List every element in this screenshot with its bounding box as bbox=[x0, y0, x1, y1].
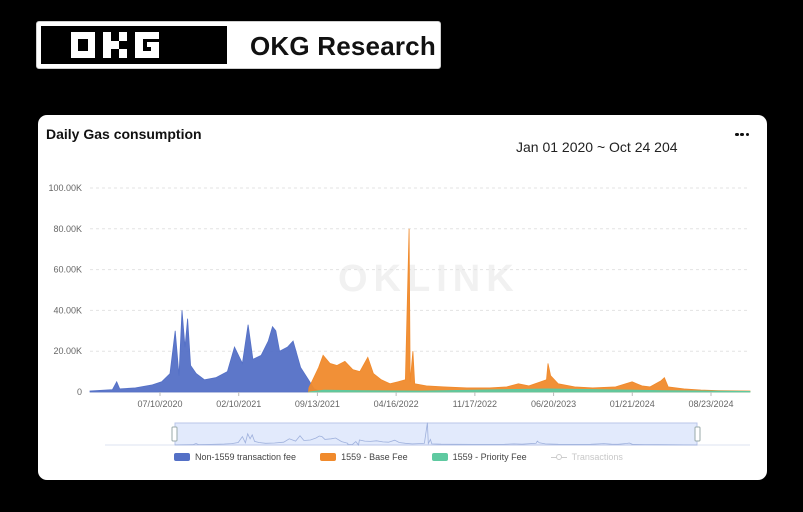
date-range[interactable]: Jan 01 2020 ~ Oct 24 204 bbox=[516, 139, 678, 155]
brand-header: OKG Research bbox=[36, 21, 441, 69]
y-tick-label: 40.00K bbox=[53, 305, 82, 315]
x-tick-label: 08/23/2024 bbox=[688, 399, 733, 409]
chart-legend: Non-1559 transaction fee 1559 - Base Fee… bbox=[174, 452, 623, 462]
legend-label: 1559 - Base Fee bbox=[341, 452, 408, 462]
series-area-0 bbox=[89, 310, 750, 393]
legend-swatch bbox=[320, 453, 337, 461]
legend-label: Non-1559 transaction fee bbox=[195, 452, 297, 462]
legend-item-priority-fee[interactable]: 1559 - Priority Fee bbox=[431, 452, 527, 462]
x-tick-label: 07/10/2020 bbox=[137, 399, 182, 409]
gas-chart: OKLINK 0 20.00K 40.00K 60.00K 80.00K 100.00K 07… bbox=[48, 183, 751, 446]
y-tick-label: 60.00K bbox=[53, 265, 82, 275]
okg-logo bbox=[41, 26, 227, 64]
legend-item-non1559[interactable]: Non-1559 transaction fee bbox=[174, 452, 296, 462]
legend-swatch bbox=[431, 453, 448, 461]
legend-line-marker bbox=[550, 453, 567, 461]
y-tick-label: 20.00K bbox=[53, 346, 82, 356]
x-tick-label: 11/17/2022 bbox=[453, 399, 497, 409]
brand-title: OKG Research bbox=[250, 31, 436, 61]
legend-label: 1559 - Priority Fee bbox=[452, 452, 527, 462]
series-area-2 bbox=[308, 388, 751, 393]
y-tick-label: 100.00K bbox=[48, 183, 82, 193]
zoom-handle-right[interactable] bbox=[694, 426, 701, 442]
x-tick-label: 09/13/2021 bbox=[295, 399, 340, 409]
y-tick-label: 0 bbox=[77, 387, 82, 397]
x-tick-label: 06/20/2023 bbox=[531, 399, 576, 409]
x-tick-label: 02/10/2021 bbox=[216, 399, 261, 409]
y-tick-label: 80.00K bbox=[53, 224, 82, 234]
x-tick-label: 04/16/2022 bbox=[374, 399, 419, 409]
okg-logo-mark bbox=[71, 32, 159, 58]
x-tick-label: 01/21/2024 bbox=[610, 399, 655, 409]
chart-title: Daily Gas consumption bbox=[46, 126, 202, 142]
zoom-window bbox=[174, 422, 698, 446]
more-options-icon[interactable] bbox=[735, 123, 753, 137]
legend-item-base-fee[interactable]: 1559 - Base Fee bbox=[320, 452, 408, 462]
legend-swatch bbox=[174, 453, 190, 461]
legend-label: Transactions bbox=[571, 452, 623, 462]
zoom-handle-left[interactable] bbox=[171, 426, 178, 442]
zoom-sparkline bbox=[174, 422, 698, 446]
watermark-text: OKLINK bbox=[338, 258, 520, 300]
series-area-1 bbox=[308, 228, 751, 393]
legend-item-transactions[interactable]: Transactions bbox=[550, 452, 623, 462]
chart-card: OKLINK 0 20.00K 40.00K 60.00K 80.00K 100.00K 07… bbox=[38, 115, 767, 480]
